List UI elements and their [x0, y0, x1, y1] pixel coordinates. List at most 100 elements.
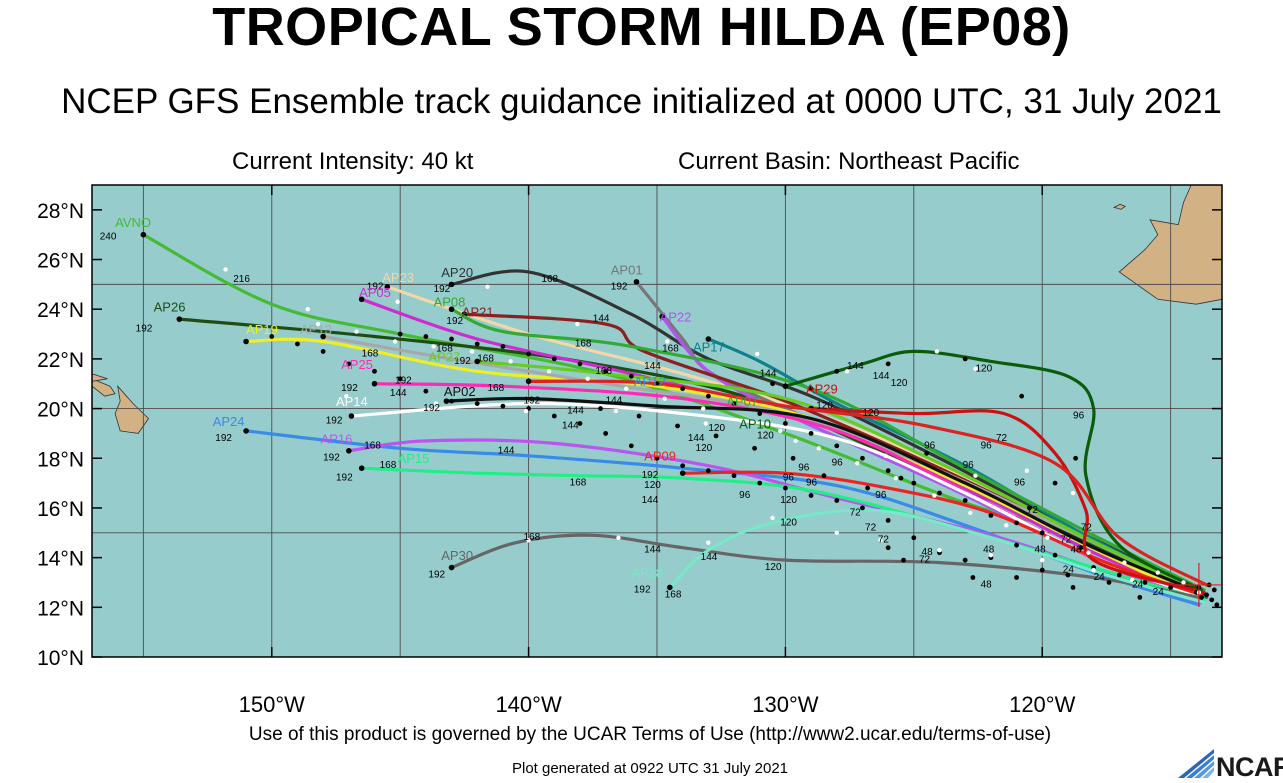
forecast-point-white	[665, 339, 670, 344]
member-label-ap02: AP02	[444, 384, 476, 399]
forecast-hour-label: 240	[100, 232, 117, 243]
forecast-point	[372, 368, 377, 374]
forecast-point	[752, 445, 757, 451]
forecast-point-white	[613, 408, 619, 414]
forecast-point-white	[662, 396, 667, 401]
track-ap02	[444, 396, 1209, 597]
forecast-point	[1199, 594, 1204, 600]
forecast-point	[962, 356, 968, 362]
forecast-point-white	[433, 401, 439, 406]
hawaii-big-island	[114, 384, 150, 434]
forecast-point	[628, 443, 634, 449]
forecast-hour-label: 120	[862, 408, 879, 419]
forecast-point-white	[778, 428, 783, 434]
forecast-point-white	[816, 446, 821, 451]
forecast-point	[885, 361, 891, 367]
forecast-hour-label: 24	[1153, 587, 1165, 598]
forecast-point-white	[1086, 550, 1091, 555]
forecast-point-white	[988, 552, 994, 558]
forecast-point-white	[834, 530, 839, 535]
map-title: TROPICAL STORM HILDA (EP08)	[212, 0, 1071, 57]
cedros-island	[1113, 203, 1126, 210]
forecast-hour-label: 144	[644, 545, 661, 556]
forecast-point-white	[616, 535, 621, 540]
forecast-point	[988, 513, 994, 518]
track-ap28	[668, 508, 1206, 604]
forecast-hour-label: 72	[1081, 522, 1093, 533]
forecast-point	[577, 361, 583, 367]
forecast-point	[1168, 585, 1174, 590]
track-ap30	[449, 533, 1201, 599]
forecast-hour-label: 192	[341, 383, 358, 394]
forecast-hour-label: 144	[644, 361, 661, 372]
forecast-point	[1214, 602, 1220, 608]
forecast-point-white	[392, 339, 398, 344]
forecast-point	[970, 575, 976, 580]
lat-tick-label: 22°N	[37, 349, 84, 372]
member-label-ap23: AP23	[382, 270, 414, 285]
forecast-point	[1026, 505, 1032, 511]
forecast-point	[924, 450, 930, 456]
forecast-hour-label: 192	[336, 473, 353, 484]
forecast-hour-label: 144	[847, 361, 864, 372]
forecast-hour-label: 120	[891, 378, 908, 389]
forecast-point	[901, 557, 906, 563]
forecast-point-white	[754, 351, 760, 357]
forecast-hour-label: 192	[523, 396, 540, 407]
member-label-ap26: AP26	[154, 300, 186, 315]
forecast-point-white	[585, 376, 590, 381]
track-ap10	[783, 349, 1204, 592]
forecast-point	[346, 361, 352, 367]
forecast-point	[770, 381, 775, 387]
forecast-hour-label: 96	[981, 440, 993, 451]
forecast-point	[474, 401, 480, 407]
forecast-hour-label: 168	[665, 589, 682, 600]
forecast-hour-label: 168	[436, 343, 453, 354]
track-end-dot	[320, 333, 326, 340]
track-end-dot	[358, 465, 365, 472]
forecast-point	[885, 468, 891, 474]
forecast-hour-label: 168	[488, 383, 505, 394]
forecast-hour-label: 96	[783, 473, 795, 484]
member-label-ap10: AP10	[739, 416, 771, 431]
forecast-point-white	[485, 284, 490, 290]
forecast-hour-label: 48	[981, 579, 993, 590]
forecast-point-white	[1155, 570, 1160, 575]
lat-tick-label: 24°N	[37, 299, 84, 322]
member-label-ap01: AP01	[611, 262, 643, 277]
track-end-dot	[443, 398, 450, 404]
track-end-dot	[659, 313, 665, 320]
forecast-hour-label: 96	[875, 490, 887, 501]
forecast-point-white	[223, 267, 228, 272]
forecast-point	[320, 349, 326, 354]
forecast-point-white	[1129, 577, 1135, 583]
forecast-point	[1014, 520, 1019, 526]
forecast-point	[295, 341, 300, 347]
member-label-ap09: AP09	[644, 449, 676, 464]
forecast-point	[423, 334, 429, 339]
forecast-point	[1014, 575, 1019, 580]
forecast-point	[577, 421, 583, 426]
forecast-hour-label: 144	[562, 420, 579, 431]
forecast-hour-label: 168	[523, 532, 540, 543]
forecast-hour-label: 168	[477, 353, 494, 364]
forecast-point	[1137, 594, 1143, 600]
member-label-ap21: AP21	[462, 305, 494, 320]
lat-tick-label: 16°N	[37, 498, 84, 521]
forecast-hour-label: 168	[575, 338, 592, 349]
forecast-hour-label: 192	[326, 415, 343, 426]
forecast-point-white	[1040, 557, 1045, 563]
forecast-hour-label: 144	[606, 396, 623, 407]
member-label-ap08: AP08	[434, 295, 466, 310]
forecast-point	[705, 393, 711, 399]
forecast-hour-label: 24	[1132, 579, 1144, 590]
forecast-point	[1204, 592, 1209, 598]
forecast-point	[885, 545, 891, 551]
track-ap08	[449, 307, 1206, 592]
lat-tick-label: 26°N	[37, 250, 84, 273]
forecast-hour-label: 144	[760, 368, 777, 379]
forecast-point-white	[344, 393, 349, 399]
forecast-hour-label: 72	[865, 522, 877, 533]
forecast-point	[783, 485, 788, 491]
